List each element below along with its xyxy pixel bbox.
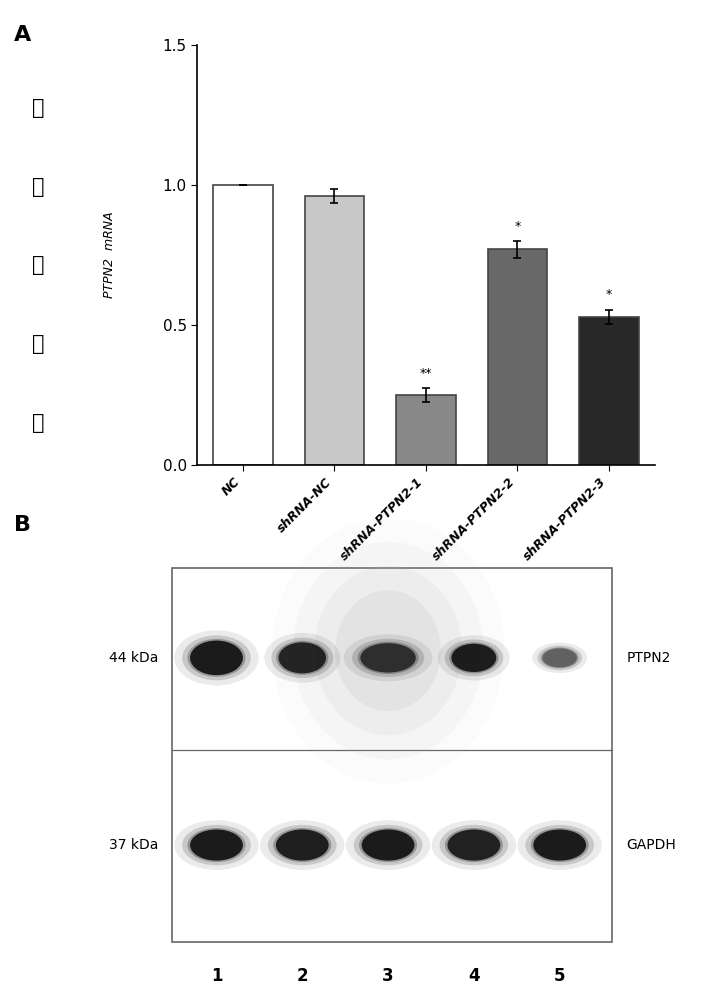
Ellipse shape (175, 820, 259, 870)
Bar (488, 249, 547, 465)
Bar (172, 568, 612, 942)
Ellipse shape (362, 830, 415, 861)
Text: 相: 相 (32, 98, 45, 118)
Text: 达: 达 (32, 334, 45, 354)
Ellipse shape (314, 566, 462, 735)
Ellipse shape (541, 647, 579, 668)
Ellipse shape (272, 638, 333, 678)
Text: PTPN2: PTPN2 (627, 651, 671, 665)
Ellipse shape (272, 518, 504, 784)
Ellipse shape (273, 828, 332, 862)
Ellipse shape (344, 634, 432, 681)
Ellipse shape (276, 830, 329, 861)
Ellipse shape (187, 828, 246, 862)
Ellipse shape (353, 825, 422, 865)
Ellipse shape (335, 590, 441, 711)
Text: GAPDH: GAPDH (627, 838, 677, 852)
Ellipse shape (537, 646, 582, 670)
Ellipse shape (175, 630, 259, 686)
Ellipse shape (352, 639, 424, 677)
Text: **: ** (420, 367, 432, 380)
Ellipse shape (438, 635, 510, 681)
Text: 44 kDa: 44 kDa (109, 651, 158, 665)
Bar (579, 317, 639, 465)
Text: 4: 4 (468, 967, 479, 985)
Ellipse shape (432, 820, 516, 870)
Ellipse shape (190, 641, 243, 675)
Ellipse shape (445, 639, 503, 676)
Ellipse shape (439, 825, 508, 865)
Text: *: * (606, 288, 612, 301)
Text: 1: 1 (210, 967, 222, 985)
Ellipse shape (448, 830, 501, 861)
Text: 量: 量 (32, 413, 45, 433)
Text: *: * (515, 220, 520, 233)
Ellipse shape (293, 542, 483, 760)
Ellipse shape (534, 830, 586, 861)
Text: 表: 表 (32, 255, 45, 275)
Ellipse shape (182, 635, 251, 680)
Ellipse shape (532, 643, 587, 673)
Ellipse shape (260, 820, 344, 870)
Ellipse shape (187, 639, 246, 677)
Ellipse shape (268, 825, 337, 865)
Text: 3: 3 (382, 967, 394, 985)
Bar (396, 395, 455, 465)
Text: 2: 2 (296, 967, 308, 985)
Bar (213, 185, 272, 465)
Ellipse shape (449, 642, 498, 673)
Text: B: B (14, 515, 31, 535)
Ellipse shape (190, 830, 243, 861)
Ellipse shape (359, 828, 417, 862)
Ellipse shape (517, 820, 602, 870)
Ellipse shape (182, 825, 251, 865)
Ellipse shape (543, 648, 577, 667)
Ellipse shape (264, 633, 340, 683)
Ellipse shape (279, 642, 326, 673)
Text: 37 kDa: 37 kDa (109, 838, 158, 852)
Text: A: A (14, 25, 32, 45)
Ellipse shape (358, 642, 419, 674)
Ellipse shape (360, 643, 416, 673)
Ellipse shape (346, 820, 430, 870)
Text: 对: 对 (32, 177, 45, 197)
Bar (305, 196, 364, 465)
Ellipse shape (451, 644, 496, 672)
Ellipse shape (531, 828, 589, 862)
Ellipse shape (525, 825, 594, 865)
Ellipse shape (276, 641, 329, 675)
Text: PTPN2  mRNA: PTPN2 mRNA (103, 212, 115, 298)
Ellipse shape (445, 828, 503, 862)
Text: 5: 5 (554, 967, 565, 985)
